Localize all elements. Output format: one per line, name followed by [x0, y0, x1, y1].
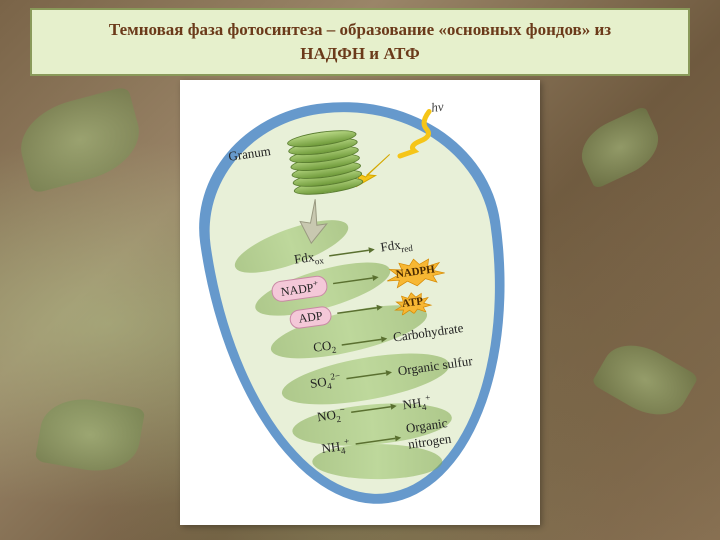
- outer-membrane: hν Granum: [183, 81, 536, 524]
- reaction-arrow-icon: [344, 365, 395, 386]
- leaf-decoration: [591, 332, 699, 429]
- reaction-arrow-icon: [339, 331, 390, 352]
- stroma: hν Granum: [195, 92, 526, 512]
- title-line2: НАДФН и АТФ: [300, 44, 419, 63]
- title-banner: Темновая фаза фотосинтеза – образование …: [30, 8, 690, 76]
- granum-label: Granum: [227, 143, 271, 165]
- chloroplast: hν Granum: [210, 100, 510, 505]
- title-text: Темновая фаза фотосинтеза – образование …: [52, 18, 668, 66]
- leaf-decoration: [572, 106, 668, 190]
- diagram-card: hν Granum: [180, 80, 540, 525]
- reaction-arrow-icon: [334, 300, 385, 321]
- reaction-arrow-icon: [330, 270, 381, 291]
- reaction-arrow-icon: [326, 242, 377, 263]
- granum-stack: [286, 127, 364, 201]
- leaf-decoration: [12, 86, 149, 194]
- leaf-decoration: [35, 392, 146, 478]
- reaction-arrow-icon: [353, 430, 404, 451]
- reaction-arrow-icon: [348, 399, 399, 420]
- title-line1: Темновая фаза фотосинтеза – образование …: [109, 20, 611, 39]
